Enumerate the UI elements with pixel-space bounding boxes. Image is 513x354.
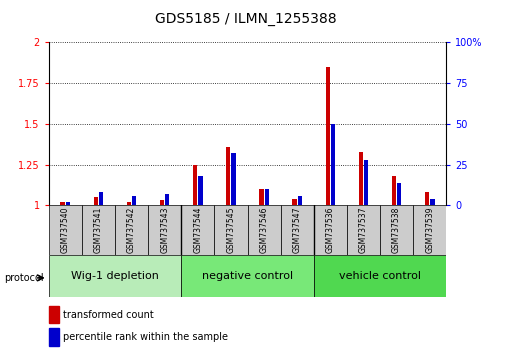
Bar xyxy=(359,152,363,205)
Bar xyxy=(99,192,103,205)
Text: GSM737541: GSM737541 xyxy=(94,207,103,253)
Bar xyxy=(326,67,330,205)
Text: GSM737545: GSM737545 xyxy=(226,207,235,253)
Bar xyxy=(413,205,446,255)
Text: GSM737546: GSM737546 xyxy=(260,207,269,253)
Bar xyxy=(181,255,314,297)
Text: GSM737538: GSM737538 xyxy=(392,207,401,253)
Bar xyxy=(231,153,236,205)
Bar xyxy=(380,205,413,255)
Text: percentile rank within the sample: percentile rank within the sample xyxy=(63,332,228,342)
Bar xyxy=(259,189,264,205)
Text: GSM737540: GSM737540 xyxy=(61,207,70,253)
Text: transformed count: transformed count xyxy=(63,310,153,320)
Text: vehicle control: vehicle control xyxy=(339,271,421,281)
Bar xyxy=(292,199,297,205)
Bar xyxy=(298,195,302,205)
Text: GSM737543: GSM737543 xyxy=(160,207,169,253)
Bar xyxy=(430,199,435,205)
Bar xyxy=(226,147,230,205)
Bar xyxy=(331,124,335,205)
Bar xyxy=(397,183,401,205)
Bar xyxy=(49,255,181,297)
Bar xyxy=(265,189,269,205)
Text: GSM737537: GSM737537 xyxy=(359,207,368,253)
Bar xyxy=(49,328,58,346)
Bar xyxy=(392,176,396,205)
Bar xyxy=(281,205,314,255)
Bar xyxy=(94,197,98,205)
Text: GSM737539: GSM737539 xyxy=(425,207,434,253)
Bar xyxy=(148,205,181,255)
Bar xyxy=(160,200,164,205)
Bar xyxy=(49,306,58,323)
Bar xyxy=(181,205,214,255)
Bar xyxy=(193,165,198,205)
Bar xyxy=(165,194,169,205)
Bar xyxy=(314,205,347,255)
Bar xyxy=(66,202,70,205)
Bar xyxy=(347,205,380,255)
Text: GSM737542: GSM737542 xyxy=(127,207,136,253)
Text: Wig-1 depletion: Wig-1 depletion xyxy=(71,271,159,281)
Bar xyxy=(61,202,65,205)
Bar xyxy=(82,205,115,255)
Bar xyxy=(214,205,247,255)
Text: GDS5185 / ILMN_1255388: GDS5185 / ILMN_1255388 xyxy=(155,12,337,27)
Bar xyxy=(127,202,131,205)
Bar xyxy=(132,195,136,205)
Bar xyxy=(314,255,446,297)
Text: GSM737536: GSM737536 xyxy=(326,207,335,253)
Text: GSM737544: GSM737544 xyxy=(193,207,202,253)
Bar xyxy=(364,160,368,205)
Text: negative control: negative control xyxy=(202,271,293,281)
Text: protocol: protocol xyxy=(4,273,44,283)
Bar xyxy=(115,205,148,255)
Bar xyxy=(425,192,429,205)
Bar xyxy=(247,205,281,255)
Bar xyxy=(49,205,82,255)
Bar xyxy=(199,176,203,205)
Text: GSM737547: GSM737547 xyxy=(293,207,302,253)
